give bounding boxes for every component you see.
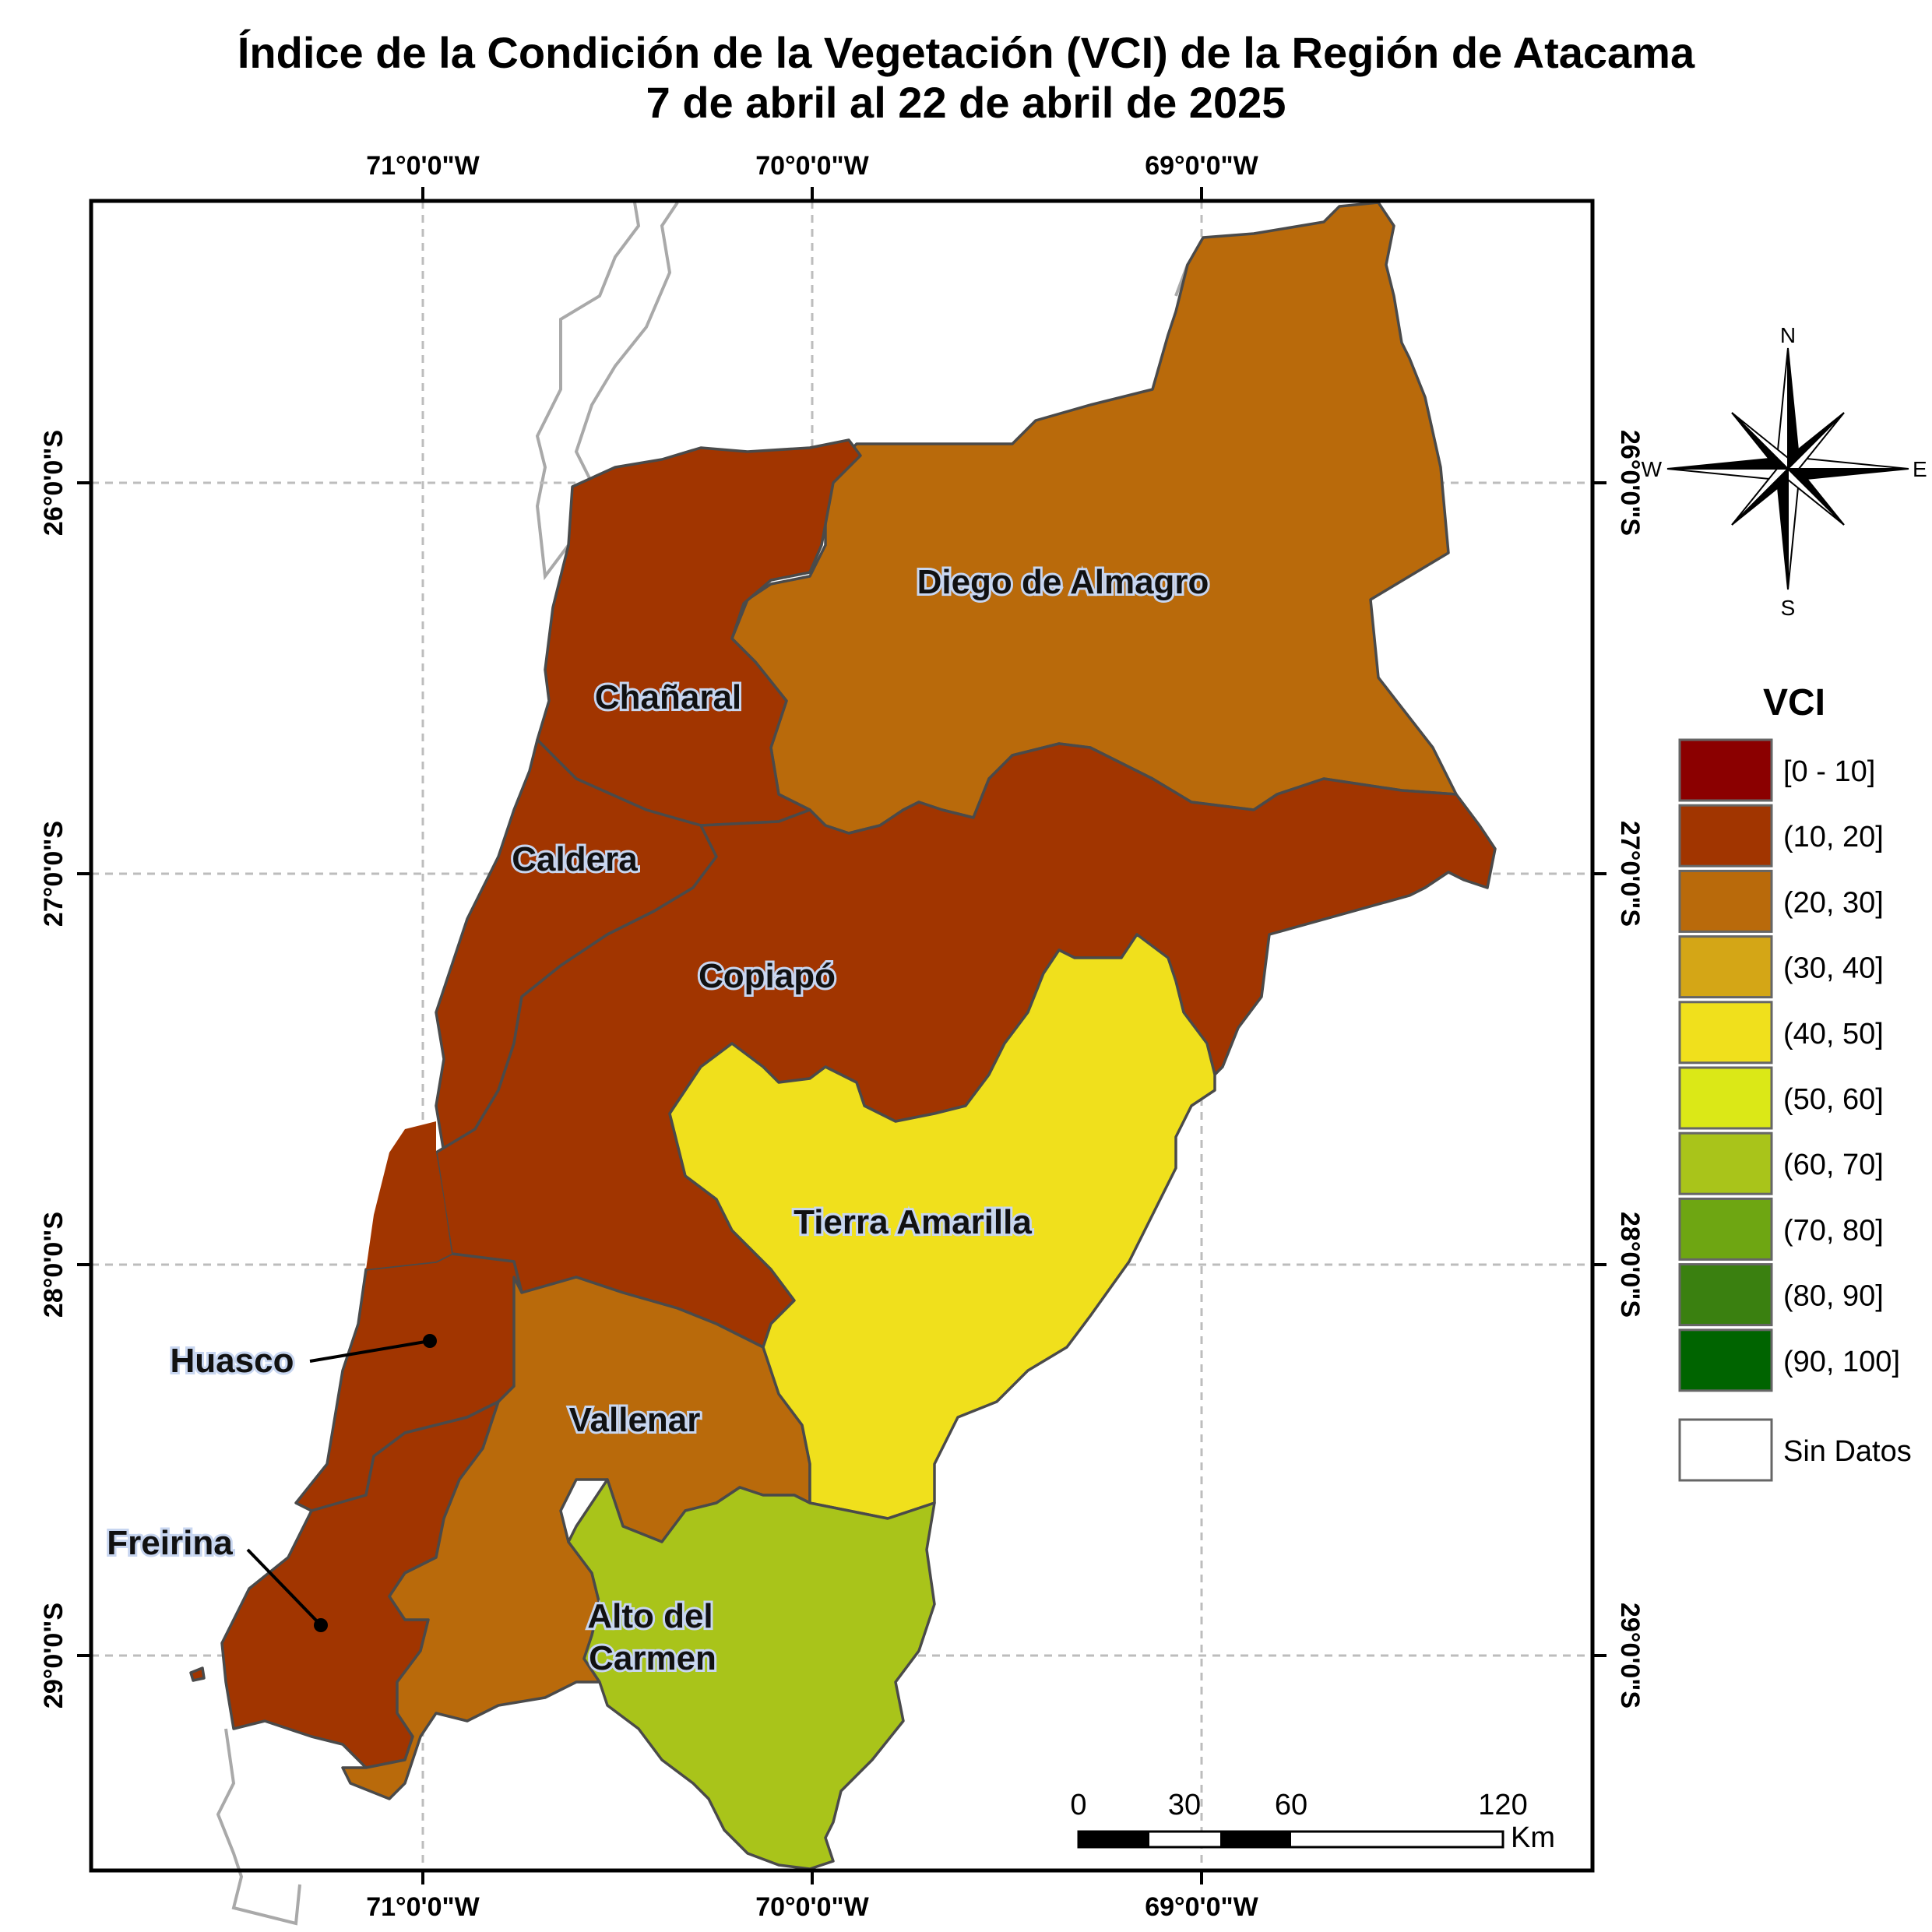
lat-label-left-26: 26°0'0"S	[39, 430, 69, 536]
legend-swatch	[1678, 1131, 1773, 1195]
label-chanaral: Chañaral	[595, 678, 741, 716]
commune-chanaral[interactable]	[536, 438, 862, 827]
scale-tick-30: 30	[1168, 1789, 1201, 1821]
leader-freirina	[246, 1548, 328, 1632]
lat-label-right-29: 29°0'0"S	[1615, 1603, 1645, 1709]
legend-swatch	[1678, 935, 1773, 999]
lat-label-right-28: 28°0'0"S	[1615, 1212, 1645, 1318]
label-vallenar: Vallenar	[569, 1401, 701, 1439]
map-subtitle: 7 de abril al 22 de abril de 2025	[646, 78, 1286, 127]
legend: VCI [0 - 10] (10, 20] (20, 30] (30, 40] (40,…	[1678, 682, 1912, 1482]
label-copiapo: Copiapó	[699, 957, 836, 995]
commune-copiapo-south	[366, 1121, 452, 1269]
label-caldera: Caldera	[512, 840, 638, 878]
communes	[189, 201, 1497, 1870]
frame-ticks	[77, 187, 1606, 1884]
lon-label-top-71: 71°0'0"W	[366, 151, 480, 181]
scale-tick-60: 60	[1275, 1789, 1307, 1821]
legend-label-no-data: Sin Datos	[1783, 1435, 1912, 1468]
legend-label: [0 - 10]	[1783, 755, 1875, 788]
legend-title: VCI	[1763, 682, 1825, 723]
islet	[189, 1666, 206, 1682]
lon-label-top-69: 69°0'0"W	[1145, 151, 1258, 181]
commune-alto-del-carmen[interactable]	[567, 1478, 936, 1870]
legend-label: (10, 20]	[1783, 821, 1884, 853]
leader-huasco	[309, 1334, 437, 1363]
lon-label-bottom-70: 70°0'0"W	[755, 1892, 869, 1922]
label-tierra-amarilla: Tierra Amarilla	[794, 1203, 1032, 1241]
legend-label: (60, 70]	[1783, 1149, 1884, 1181]
lat-label-left-28: 28°0'0"S	[39, 1212, 69, 1318]
legend-swatch	[1678, 1066, 1773, 1130]
map-title: Índice de la Condición de la Vegetación …	[237, 28, 1695, 77]
legend-swatch	[1678, 1263, 1773, 1327]
label-huasco: Huasco	[171, 1342, 294, 1380]
lon-label-top-70: 70°0'0"W	[755, 151, 869, 181]
legend-label: (50, 60]	[1783, 1083, 1884, 1116]
commune-diego-de-almagro[interactable]	[730, 201, 1458, 835]
legend-label: (80, 90]	[1783, 1280, 1884, 1313]
compass-w: W	[1642, 457, 1663, 481]
legend-swatch	[1678, 738, 1773, 802]
legend-items: [0 - 10] (10, 20] (20, 30] (30, 40] (40, 50]…	[1678, 738, 1900, 1392]
legend-swatch-no-data	[1678, 1418, 1773, 1482]
label-alto-del-carmen-1: Alto del	[587, 1597, 713, 1635]
lon-label-bottom-69: 69°0'0"W	[1145, 1892, 1258, 1922]
legend-label: (30, 40]	[1783, 952, 1884, 985]
legend-label: (90, 100]	[1783, 1346, 1900, 1378]
lat-label-left-27: 27°0'0"S	[39, 821, 69, 927]
legend-label: (70, 80]	[1783, 1214, 1884, 1247]
commune-tierra-amarilla[interactable]	[668, 933, 1216, 1520]
lat-label-right-26: 26°0'0"S	[1615, 430, 1645, 536]
lat-label-left-29: 29°0'0"S	[39, 1603, 69, 1709]
legend-swatch	[1678, 1328, 1773, 1392]
legend-swatch	[1678, 869, 1773, 933]
lat-label-right-27: 27°0'0"S	[1615, 821, 1645, 927]
legend-swatch	[1678, 1001, 1773, 1065]
legend-swatch	[1678, 1197, 1773, 1261]
map-frame	[89, 199, 1595, 1873]
label-alto-del-carmen-2: Carmen	[589, 1639, 716, 1677]
compass-n: N	[1780, 323, 1796, 347]
label-freirina: Freirina	[107, 1524, 233, 1562]
legend-label: (20, 30]	[1783, 886, 1884, 919]
legend-label: (40, 50]	[1783, 1018, 1884, 1050]
scale-unit: Km	[1511, 1821, 1555, 1854]
compass-e: E	[1913, 457, 1927, 481]
lon-label-bottom-71: 71°0'0"W	[366, 1892, 480, 1922]
compass-rose-icon: N S E W	[1642, 323, 1927, 620]
scale-tick-120: 120	[1478, 1789, 1527, 1821]
scale-bar: 0 30 60 120 Km	[1070, 1789, 1555, 1854]
compass-s: S	[1781, 596, 1796, 620]
label-diego-de-almagro: Diego de Almagro	[917, 563, 1209, 601]
legend-swatch	[1678, 804, 1773, 867]
scale-tick-0: 0	[1070, 1789, 1086, 1821]
